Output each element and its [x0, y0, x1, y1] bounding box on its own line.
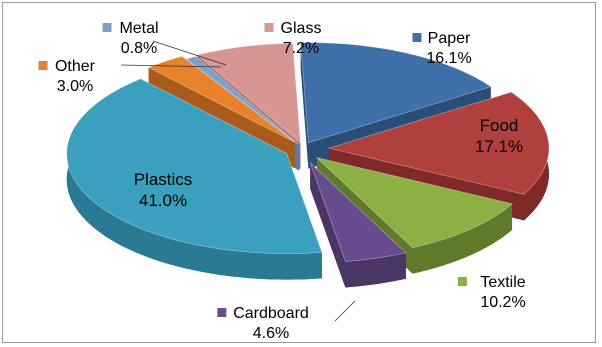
slice-cardboard	[309, 162, 407, 262]
marker-cardboard	[217, 308, 227, 317]
leader-line-metal	[152, 40, 227, 66]
label-glass: Glass	[281, 20, 322, 37]
slice-band-plastics	[66, 78, 322, 280]
marker-other	[38, 61, 48, 70]
label-metal: Metal	[119, 20, 158, 37]
slice-food	[327, 91, 550, 195]
value-label-textile: 10.2%	[480, 294, 525, 311]
slice-other	[147, 55, 295, 143]
value-label-other: 3.0%	[57, 78, 93, 95]
label-food: Food	[480, 116, 519, 135]
label-other: Other	[55, 58, 96, 75]
value-label-food: 17.1%	[475, 137, 523, 156]
label-paper: Paper	[428, 30, 471, 47]
slice-wall-paper	[300, 42, 309, 169]
leader-line-other	[120, 64, 222, 68]
slice-textile	[315, 157, 513, 249]
marker-metal	[102, 23, 112, 32]
slice-glass	[196, 42, 301, 144]
chart-frame: Paper 16.1% Food 17.1% Textile 10.2% Cardboard…	[2, 2, 596, 343]
value-label-metal: 0.8%	[121, 40, 157, 57]
value-label-glass: 7.2%	[283, 40, 319, 57]
marker-paper	[412, 33, 422, 42]
slice-metal	[185, 56, 300, 146]
label-cardboard: Cardboard	[233, 305, 309, 322]
value-label-plastics: 41.0%	[139, 191, 187, 210]
marker-textile	[457, 277, 467, 286]
slice-paper	[300, 42, 492, 143]
slice-plastics	[66, 78, 323, 254]
value-label-paper: 16.1%	[426, 50, 471, 67]
leader-line-cardboard	[334, 300, 356, 322]
label-plastics: Plastics	[134, 170, 193, 189]
value-label-cardboard: 4.6%	[253, 325, 289, 342]
slice-wall-cardboard	[310, 162, 346, 288]
marker-glass	[264, 23, 274, 32]
label-textile: Textile	[480, 274, 525, 291]
pie-chart: Paper 16.1% Food 17.1% Textile 10.2% Cardboard…	[38, 20, 550, 342]
